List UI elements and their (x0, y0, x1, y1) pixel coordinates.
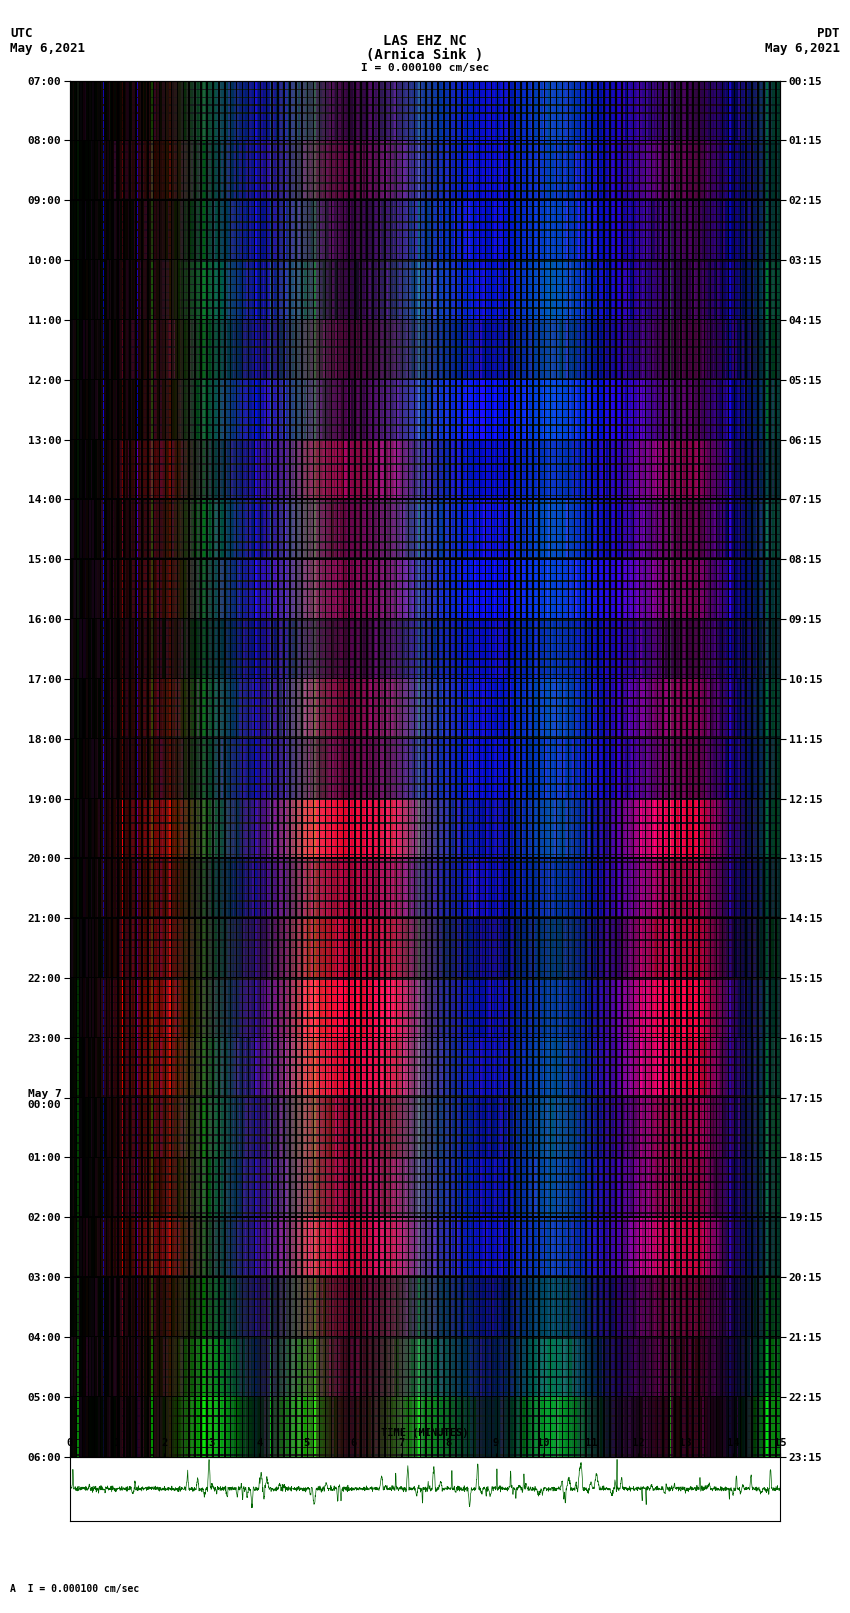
X-axis label: TIME (MINUTES): TIME (MINUTES) (382, 1428, 468, 1439)
Text: (Arnica Sink ): (Arnica Sink ) (366, 48, 484, 63)
Text: UTC: UTC (10, 27, 32, 40)
Text: PDT: PDT (818, 27, 840, 40)
Text: I = 0.000100 cm/sec: I = 0.000100 cm/sec (361, 63, 489, 73)
Text: A  I = 0.000100 cm/sec: A I = 0.000100 cm/sec (10, 1584, 139, 1594)
Text: May 6,2021: May 6,2021 (10, 42, 85, 55)
Text: May 6,2021: May 6,2021 (765, 42, 840, 55)
Text: LAS EHZ NC: LAS EHZ NC (383, 34, 467, 48)
